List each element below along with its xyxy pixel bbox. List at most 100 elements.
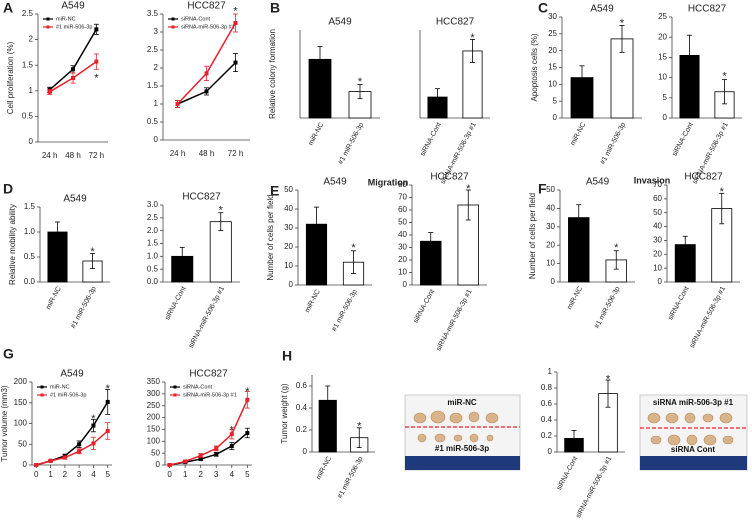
chart-title: A549 (323, 177, 347, 188)
x-tick-label: siRNA-Cont (413, 288, 437, 324)
y-tick-label: 10 (658, 73, 667, 82)
y-tick-label: 0 (29, 137, 34, 146)
y-tick-label: 200 (147, 413, 161, 422)
point (233, 21, 238, 25)
x-tick-label: 0 (167, 470, 172, 479)
y-tick-label: 0.6 (296, 381, 308, 390)
significance-star: * (606, 374, 611, 386)
y-tick-label: 50 (546, 185, 555, 194)
x-tick-label: siRNA-miR-506-3p #1 (435, 288, 473, 352)
point (204, 89, 209, 94)
y-tick-label: 5 (663, 93, 668, 102)
y-tick-label: 15 (658, 53, 667, 62)
x-tick-label: 72 h (89, 151, 105, 160)
point (105, 428, 110, 433)
point (214, 452, 219, 457)
significance-star: * (470, 32, 475, 44)
y-tick-label: 50 (18, 439, 27, 448)
error-bar (722, 79, 727, 105)
x-tick-label: miR-NC (566, 286, 584, 311)
y-tick-label: 10 (546, 259, 555, 268)
y-tick-label: 0 (154, 135, 159, 144)
y-tick-label: 70 (398, 193, 407, 202)
significance-star: * (720, 186, 725, 198)
y-tick-label: 0.5 (147, 264, 159, 273)
point (233, 60, 238, 65)
legend-label: siRNA-Cont (181, 16, 211, 22)
x-tick-label: siRNA-Cont (164, 285, 188, 321)
y-tick-label: 50 (653, 208, 662, 217)
chart-title: HCC827 (684, 172, 723, 183)
chart-title: A549 (63, 194, 87, 205)
point (34, 463, 39, 467)
y-tick-label: 0 (548, 447, 553, 456)
panel-letter: A (3, 0, 13, 16)
y-tick-label: 2.5 (22, 9, 34, 18)
panel-heading: Migration (368, 177, 409, 187)
y-tick-label: 2 (154, 63, 159, 72)
series-line (169, 432, 248, 466)
significance-star: * (351, 242, 356, 254)
error-bar (356, 427, 362, 449)
y-tick-label: 3.5 (147, 9, 159, 18)
y-tick-label: 150 (147, 425, 161, 434)
y-tick-label: 250 (147, 401, 161, 410)
x-tick-label: #1 miR-506-3p (599, 121, 627, 165)
significance-star: * (357, 420, 362, 432)
legend-label: #1 miR-506-3p (50, 392, 86, 398)
y-tick-label: 10 (548, 79, 557, 88)
point (94, 59, 99, 64)
y-tick-label: 20 (546, 240, 555, 249)
x-tick-label: siRNA-miR-506-3p #1 (689, 285, 727, 349)
y-tick-label: 30 (284, 223, 293, 232)
legend-marker (171, 25, 175, 29)
error-bar (613, 250, 619, 270)
y-tick-label: 30 (546, 222, 555, 231)
chart-title: HCC827 (430, 172, 469, 183)
y-tick-label: 30 (653, 236, 662, 245)
point (91, 441, 96, 446)
chart-title: A549 (61, 1, 85, 12)
y-tick-label: 2 (29, 35, 34, 44)
point (47, 89, 52, 94)
x-tick-label: siRNA-miR-506-3p #1 (188, 285, 226, 349)
legend-label: miR-NC (50, 384, 70, 390)
legend-marker (46, 25, 50, 29)
y-tick-label: 20 (548, 46, 557, 55)
x-tick-label: siRNA-Cont (556, 455, 580, 491)
error-bar (576, 204, 582, 231)
x-tick-label: siRNA-Cont (671, 121, 695, 157)
y-tick-label: 50 (398, 218, 407, 227)
y-tick-label: 1.5 (147, 239, 159, 248)
chart-title: A549 (328, 17, 352, 28)
x-tick-label: siRNA-Cont (667, 285, 691, 321)
significance-star: * (219, 204, 224, 216)
error-bar (357, 84, 363, 100)
panel-letter: E (270, 183, 279, 199)
y-tick-label: 0 (553, 113, 558, 122)
chart-title: HCC827 (688, 4, 727, 15)
chart-title: HCC827 (436, 17, 475, 28)
y-tick-label: 0 (303, 447, 308, 456)
y-tick-label: 0 (403, 280, 408, 289)
error-bar (605, 379, 611, 408)
y-tick-label: 40 (398, 230, 407, 239)
x-tick-label: 48 h (199, 149, 215, 158)
significance-star: * (90, 246, 95, 258)
legend-label: siRNA-Cont (183, 384, 213, 390)
x-tick-label: 2 (199, 470, 204, 479)
significance-star: * (614, 242, 619, 254)
y-tick-label: 60 (653, 194, 662, 203)
y-tick-label: 1 (548, 367, 553, 376)
y-tick-label: 1.5 (147, 81, 159, 90)
y-tick-label: 0 (156, 460, 161, 469)
y-tick-label: 150 (14, 398, 28, 407)
y-tick-label: 20 (398, 255, 407, 264)
y-tick-label: 300 (147, 389, 161, 398)
x-tick-label: 3 (214, 470, 219, 479)
y-tick-label: 10 (284, 261, 293, 270)
point (229, 444, 234, 449)
y-tick-label: 3 (154, 27, 159, 36)
y-tick-label: 60 (398, 205, 407, 214)
y-tick-label: 25 (658, 12, 667, 21)
